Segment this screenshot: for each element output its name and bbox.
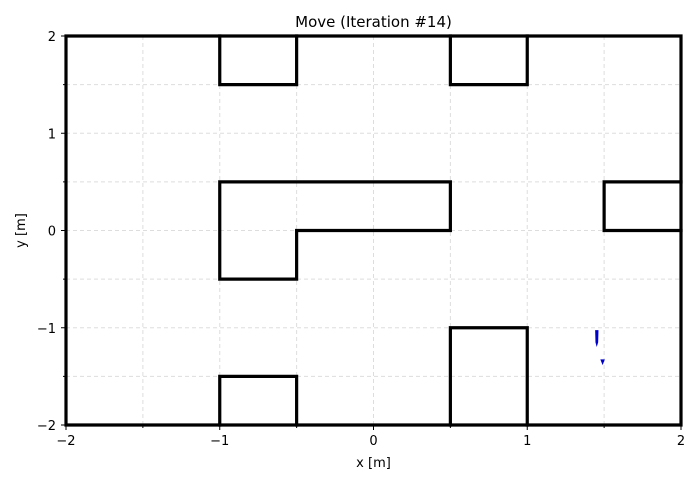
x-axis-label: x [m]	[356, 456, 391, 471]
y-tick-label: 1	[48, 127, 56, 142]
agents	[595, 330, 605, 366]
y-tick-label: −2	[37, 419, 56, 434]
wall-bottom-right-bump	[448, 326, 529, 427]
y-tick-label: −1	[37, 322, 56, 337]
wall-right-block	[602, 180, 683, 233]
x-tick-label: 2	[677, 434, 685, 449]
wall-bottom-left-bump	[218, 374, 299, 427]
y-axis-label: y [m]	[14, 213, 29, 248]
x-tick-label: −2	[56, 434, 75, 449]
x-tick-label: 1	[523, 434, 531, 449]
ticks: −2 −1 0 1 2 −2 −1 0 1 2	[37, 30, 685, 449]
wall-top-left-notch	[218, 34, 299, 87]
chart-title: Move (Iteration #14)	[295, 13, 452, 31]
wall-center-block	[218, 180, 452, 281]
agent-body	[595, 330, 599, 348]
y-tick-label: 2	[48, 30, 56, 45]
x-tick-label: −1	[210, 434, 229, 449]
y-tick-label: 0	[48, 225, 56, 240]
x-tick-label: 0	[369, 434, 377, 449]
agent-marker	[600, 359, 605, 366]
wall-top-right-notch	[448, 34, 529, 87]
